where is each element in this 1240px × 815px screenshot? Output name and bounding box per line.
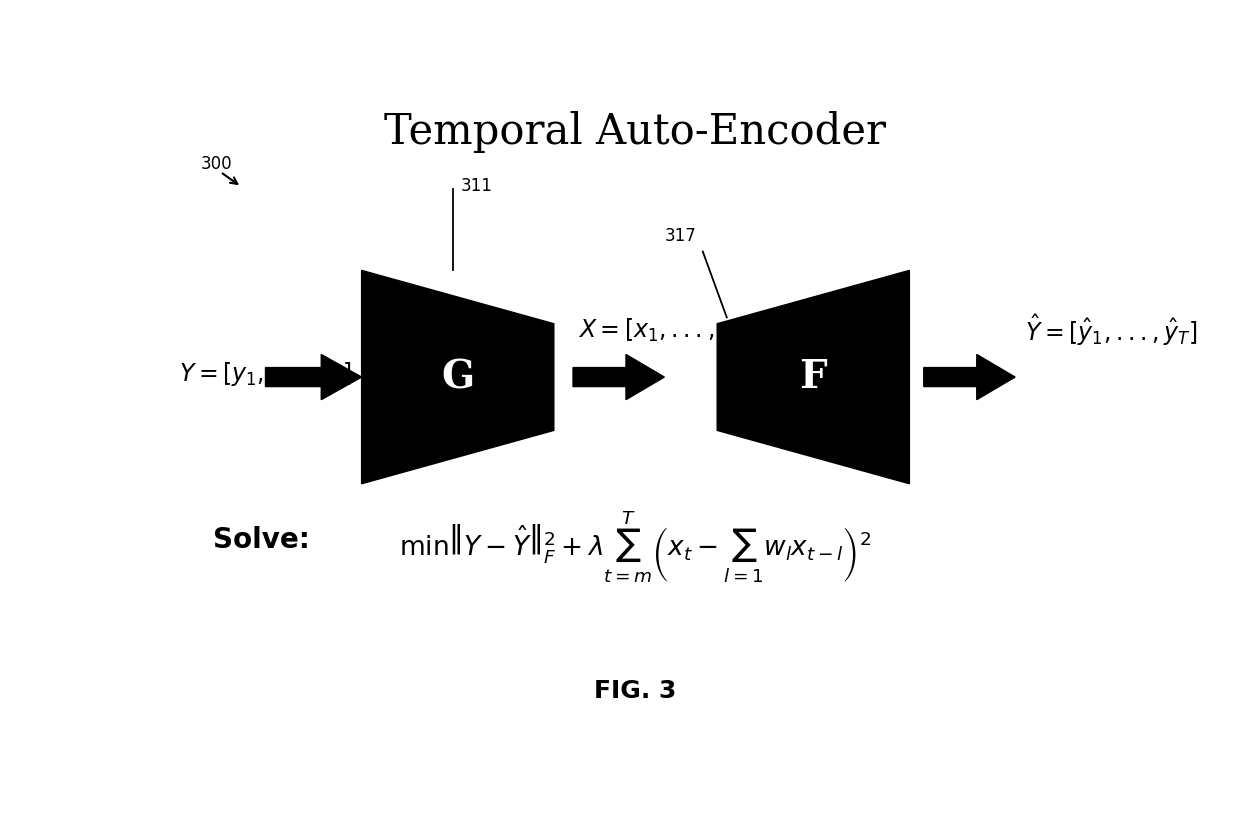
Text: $Y = [y_1,...,y_T]$: $Y = [y_1,...,y_T]$ xyxy=(179,360,351,388)
Polygon shape xyxy=(717,271,909,484)
Polygon shape xyxy=(265,355,362,399)
Text: Solve:: Solve: xyxy=(213,526,310,554)
Text: F: F xyxy=(800,358,827,396)
Text: 311: 311 xyxy=(460,177,492,195)
Polygon shape xyxy=(573,355,665,399)
Polygon shape xyxy=(362,271,554,484)
Polygon shape xyxy=(924,355,1016,399)
Text: $\min \left\|Y - \hat{Y}\right\|_F^2 + \lambda\sum_{t=m}^{T}\left(x_t - \sum_{l=: $\min \left\|Y - \hat{Y}\right\|_F^2 + \… xyxy=(399,508,872,585)
Text: 317: 317 xyxy=(665,227,696,244)
Text: FIG. 3: FIG. 3 xyxy=(594,679,677,703)
Text: Temporal Auto-Encoder: Temporal Auto-Encoder xyxy=(384,112,887,153)
Text: $\hat{Y} = [\hat{y}_1,...,\hat{y}_T]$: $\hat{Y} = [\hat{y}_1,...,\hat{y}_T]$ xyxy=(1024,312,1198,348)
Text: G: G xyxy=(441,358,475,396)
Text: $X = [x_1,...,x_T]$: $X = [x_1,...,x_T]$ xyxy=(578,316,753,344)
Text: 300: 300 xyxy=(201,155,233,173)
